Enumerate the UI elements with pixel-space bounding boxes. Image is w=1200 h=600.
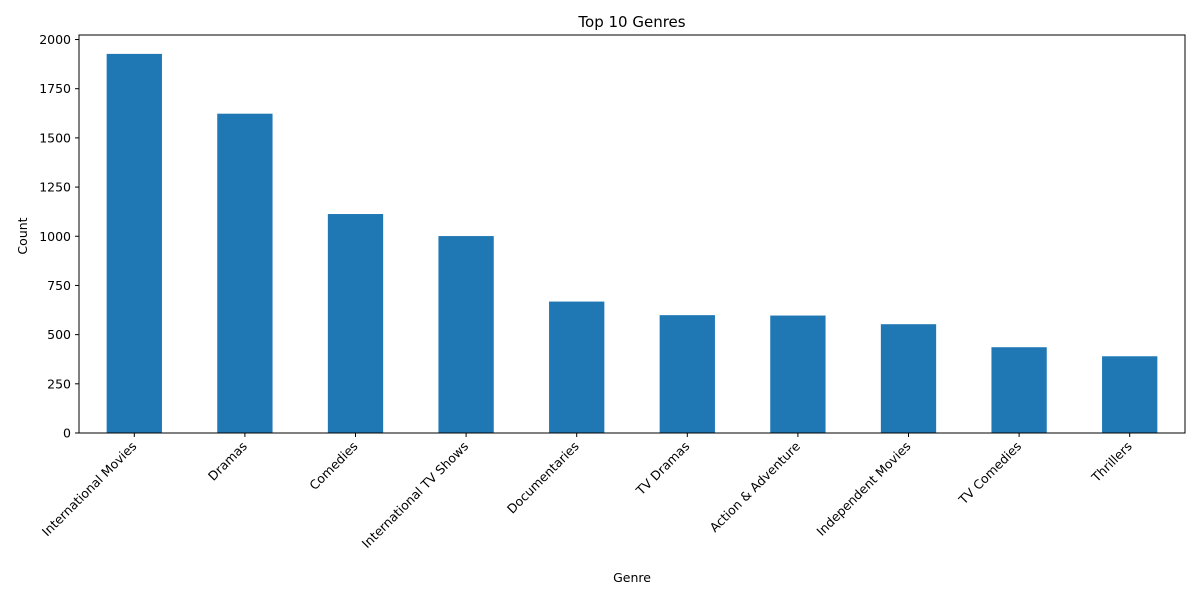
x-tick-label: TV Dramas: [632, 439, 692, 499]
chart-title: Top 10 Genres: [577, 13, 685, 31]
plot-frame: [78, 34, 1186, 434]
x-tick-label: Independent Movies: [813, 439, 913, 539]
y-axis-label: Count: [15, 217, 30, 254]
y-tick-label: 500: [47, 327, 71, 342]
x-axis-label: Genre: [613, 570, 651, 585]
x-tick-label: International TV Shows: [359, 439, 472, 552]
bar-tv-comedies: [991, 347, 1047, 433]
x-tick-label: Action & Adventure: [707, 438, 804, 535]
bar-international-movies: [106, 53, 162, 433]
x-tick-label: Thrillers: [1088, 439, 1135, 486]
y-tick-label: 1250: [39, 180, 71, 195]
x-tick-label: Dramas: [205, 439, 250, 484]
y-tick-label: 750: [47, 278, 71, 293]
y-tick-label: 0: [63, 426, 71, 441]
y-tick-label: 1750: [39, 81, 71, 96]
y-tick-label: 1500: [39, 130, 71, 145]
x-tick-label: Documentaries: [504, 439, 582, 517]
bar-tv-dramas: [659, 315, 715, 433]
bar-dramas: [217, 113, 273, 433]
bar-action-adventure: [770, 315, 826, 433]
y-tick-label: 1000: [39, 229, 71, 244]
x-tick-label: International Movies: [39, 439, 140, 540]
bar-thrillers: [1102, 356, 1158, 433]
x-tick-label: TV Comedies: [955, 439, 1024, 508]
x-axis: International Movies Dramas ComediesIntern…: [39, 433, 1135, 551]
bars-layer: [106, 53, 1158, 433]
x-tick-label: Comedies: [306, 439, 360, 493]
bar-comedies: [327, 214, 384, 433]
bar-international-tv-shows: [438, 236, 494, 433]
bar-documentaries: [549, 301, 605, 433]
bar-independent-movies: [880, 324, 937, 433]
y-axis: 0 250 500 750 1000 1250 1500 1750 2000: [39, 32, 79, 441]
y-tick-label: 2000: [39, 32, 71, 47]
y-tick-label: 250: [47, 376, 71, 391]
